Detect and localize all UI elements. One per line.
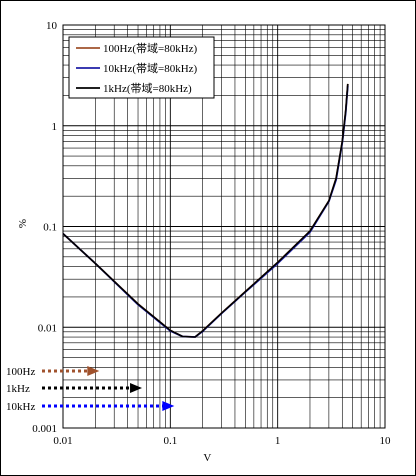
legend: 100Hz(帯域=80kHz) 10kHz(帯域=80kHz) 1kHz(帯域=80… (68, 36, 215, 99)
y-grid (63, 29, 385, 429)
annotations: 100Hz 1kHz 10kHz (6, 366, 175, 413)
y-tick-label: 0.1 (43, 222, 57, 234)
plot-border (62, 24, 386, 429)
legend-label: 10kHz(帯域=80kHz) (103, 62, 198, 75)
y-tick-label: 0.001 (32, 423, 57, 435)
annotation-arrowhead (130, 383, 143, 393)
annotation-arrowhead (162, 401, 175, 411)
annotation-label: 1kHz (6, 383, 30, 395)
legend-label: 100Hz(帯域=80kHz) (103, 42, 198, 55)
legend-label: 1kHz(帯域=80kHz) (103, 82, 192, 95)
x-tick-label: 10 (380, 435, 392, 447)
series-line (62, 83, 349, 338)
annotation-arrowhead (87, 366, 100, 376)
y-tick-label: 0.01 (38, 322, 57, 334)
x-axis-label: V (203, 452, 211, 464)
x-tick-label: 1 (275, 435, 281, 447)
y-tick-label: 1 (52, 121, 58, 133)
y-tick-label: 10 (46, 20, 58, 32)
y-axis-label: % (17, 219, 29, 228)
x-tick-label: 0.1 (163, 435, 177, 447)
annotation-label: 100Hz (6, 366, 35, 378)
annotation-label: 10kHz (6, 401, 35, 413)
x-tick-label: 0.01 (53, 435, 72, 447)
